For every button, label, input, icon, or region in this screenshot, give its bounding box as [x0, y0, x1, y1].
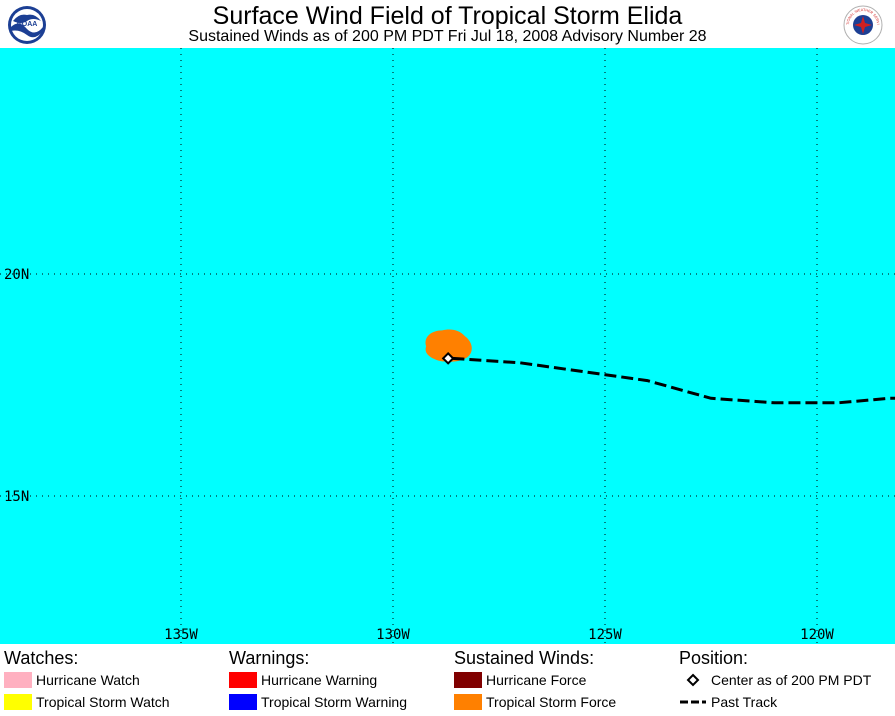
storm-center-diamond-icon [441, 351, 455, 365]
diamond-icon [679, 672, 707, 688]
tropical-storm-wind-field [425, 329, 472, 362]
legend-winds-title: Sustained Winds: [454, 648, 595, 668]
lat-label-20n: 20N [4, 267, 29, 283]
legend-watches-title: Watches: [4, 648, 79, 668]
lon-label-135w: 135W [164, 627, 198, 643]
hurricane-warning-swatch [229, 672, 257, 688]
hurricane-watch-label: Hurricane Watch [36, 672, 140, 688]
legend-warnings-title: Warnings: [229, 648, 310, 668]
legend-position-title: Position: [679, 648, 749, 668]
legend-watches: Watches: [4, 648, 78, 668]
map-canvas: 20N 15N 135W 130W 125W 120W [0, 48, 895, 644]
legend: Watches: Hurricane Watch Tropical Storm … [0, 644, 895, 716]
map-subtitle: Sustained Winds as of 200 PM PDT Fri Jul… [188, 28, 707, 45]
noaa-logo: NOAA [7, 5, 47, 45]
nws-logo: NATIONAL WEATHER SERVICE [842, 2, 883, 45]
noaa-logo-text: NOAA [17, 21, 38, 28]
hurricane-force-swatch [454, 672, 482, 688]
tropical-storm-warning-swatch [229, 694, 257, 710]
hurricane-force-label: Hurricane Force [486, 672, 587, 688]
legend-position: Position: [679, 648, 748, 668]
dashed-line-icon [679, 694, 707, 710]
center-position-label: Center as of 200 PM PDT [711, 672, 872, 688]
tropical-storm-warning-label: Tropical Storm Warning [261, 694, 408, 710]
lon-label-130w: 130W [376, 627, 410, 643]
tropical-storm-force-label: Tropical Storm Force [486, 694, 617, 710]
lon-label-120w: 120W [800, 627, 834, 643]
tropical-storm-watch-swatch [4, 694, 32, 710]
wind-field-map: 20N 15N 135W 130W 125W 120W [0, 48, 895, 644]
tropical-storm-force-swatch [454, 694, 482, 710]
past-track-label: Past Track [711, 694, 778, 710]
map-header: NOAA Surface Wind Field of Tropical Stor… [0, 0, 895, 48]
legend-warnings: Warnings: [229, 648, 309, 668]
tropical-storm-watch-label: Tropical Storm Watch [36, 694, 170, 710]
past-track-line [452, 356, 895, 405]
map-title: Surface Wind Field of Tropical Storm Eli… [212, 2, 683, 30]
legend-sustained-winds: Sustained Winds: [454, 648, 594, 668]
lat-label-15n: 15N [4, 489, 29, 505]
hurricane-warning-label: Hurricane Warning [261, 672, 378, 688]
hurricane-watch-swatch [4, 672, 32, 688]
lon-label-125w: 125W [588, 627, 622, 643]
